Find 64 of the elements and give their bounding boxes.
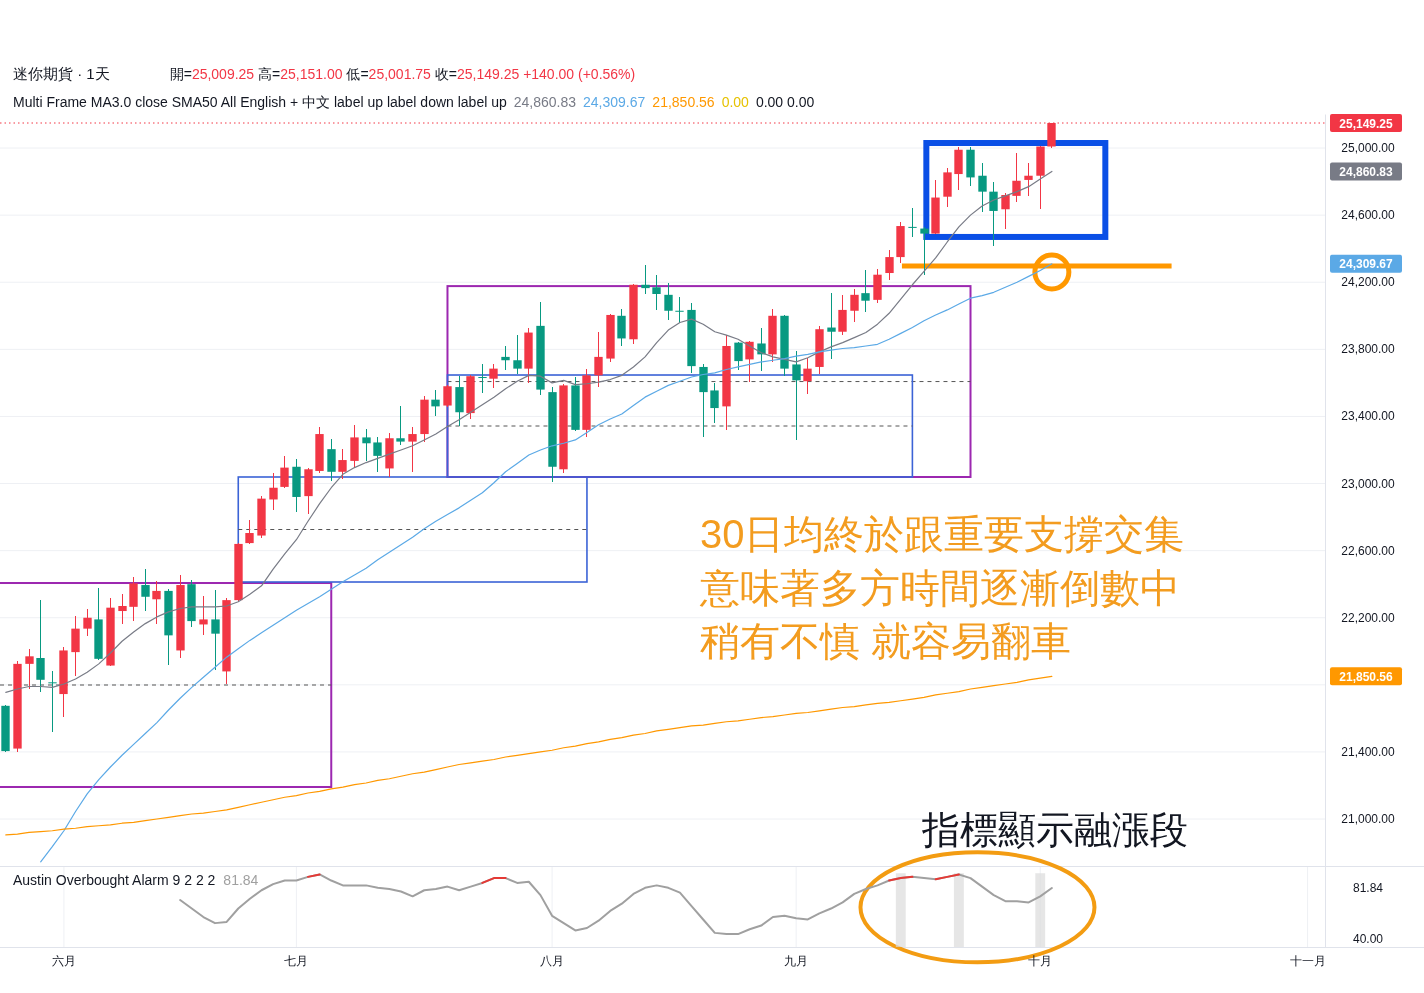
candlestick [129, 576, 138, 622]
candlestick [141, 568, 150, 612]
text: 24,309.67 [583, 94, 646, 110]
candlestick [152, 580, 161, 625]
y-tick-label: 24,600.00 [1341, 208, 1396, 223]
text: 21,850.56 [1339, 669, 1394, 684]
x-tick-label: 九月 [784, 954, 809, 968]
text: 0.00 [721, 94, 750, 110]
x-tick-label: 八月 [540, 954, 565, 968]
candlestick [1012, 152, 1021, 203]
chart-title: Austin Overbought Alarm 9 2 2 2 [13, 872, 216, 888]
candlestick [408, 426, 417, 473]
y-tick-label: 23,400.00 [1341, 409, 1396, 424]
candlestick [1024, 162, 1033, 197]
x-tick-label: 六月 [51, 954, 76, 968]
text: Multi Frame MA3.0 close SMA50 All English + 中文 label up label down label up [13, 94, 507, 110]
candlestick [373, 435, 382, 473]
candlestick [25, 648, 34, 690]
candlestick [989, 181, 998, 247]
y-tick-label: 21,400.00 [1341, 744, 1396, 759]
y-tick-label: 21,000.00 [1341, 812, 1396, 827]
text: 21,850.56 [652, 94, 715, 110]
x-tick-label: 七月 [284, 954, 309, 968]
annotation: 81.84 [223, 872, 259, 888]
candlestick [118, 593, 127, 625]
candlestick [1001, 191, 1010, 231]
candlestick [199, 595, 208, 636]
candlestick [431, 389, 440, 418]
x-tick-label: 十月 [1028, 954, 1053, 968]
candlestick [71, 615, 80, 678]
candlestick [350, 424, 359, 470]
text: 24,309.67 [1339, 257, 1394, 272]
annotation: 稍有不慎 就容易翻車 [700, 619, 1072, 663]
candlestick [83, 608, 92, 637]
ref-line-label: 25,149.25 [1339, 116, 1394, 131]
y-tick-label: 25,000.00 [1341, 141, 1396, 156]
x-tick-label: 十一月 [1289, 954, 1326, 968]
chart-title: 迷你期貨 · 1天 [13, 65, 110, 82]
text: 0.00 0.00 [755, 94, 815, 110]
candlestick [36, 599, 45, 693]
y-tick-label: 24,200.00 [1341, 275, 1396, 290]
text: 開=25,009.25 高=25,151.00 低=25,001.75 收=25,149.25 +140.00 (+0.56%) [169, 66, 636, 82]
annotation: 指標顯示融漲段 [921, 809, 1188, 851]
text: 24,860.83 [1339, 164, 1394, 179]
annotation: 30日均終於跟重要支撐交集 [700, 512, 1185, 556]
y-tick-label: 40.00 [1352, 931, 1384, 946]
candlestick [48, 670, 57, 733]
y-tick-label: 22,600.00 [1341, 543, 1396, 558]
candlestick [211, 589, 220, 671]
candlestick [908, 207, 917, 238]
candlestick [338, 448, 347, 480]
candlestick [920, 226, 929, 276]
candlestick [978, 162, 987, 213]
annotation: 意味著多方時間逐漸倒數中 [699, 565, 1180, 610]
candlestick [362, 428, 371, 462]
y-tick-label: 23,800.00 [1341, 342, 1396, 357]
text: 24,860.83 [513, 94, 577, 110]
candlestick [885, 249, 894, 281]
line-series [179, 873, 1053, 936]
candlestick [327, 438, 336, 482]
y-tick-label: 22,200.00 [1341, 610, 1396, 625]
y-tick-label: 23,000.00 [1341, 476, 1396, 491]
candlestick [396, 405, 405, 446]
y-tick-label: 81.84 [1352, 881, 1384, 896]
